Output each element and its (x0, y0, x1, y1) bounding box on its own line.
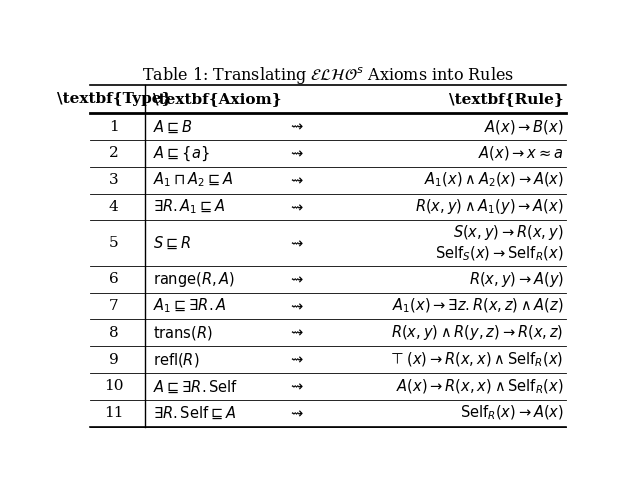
Text: 2: 2 (109, 147, 118, 160)
Text: $\mathsf{trans}(R)$: $\mathsf{trans}(R)$ (154, 324, 213, 342)
Text: 10: 10 (104, 379, 124, 393)
Text: $\leadsto$: $\leadsto$ (287, 236, 304, 250)
Text: $A \sqsubseteq \exists R.\mathsf{Self}$: $A \sqsubseteq \exists R.\mathsf{Self}$ (154, 378, 239, 394)
Text: 9: 9 (109, 353, 118, 367)
Text: $R(x,y) \wedge R(y,z) \rightarrow R(x,z)$: $R(x,y) \wedge R(y,z) \rightarrow R(x,z)… (392, 323, 564, 343)
Text: $\mathsf{refl}(R)$: $\mathsf{refl}(R)$ (154, 351, 200, 368)
Text: $\exists R.\mathsf{Self} \sqsubseteq A$: $\exists R.\mathsf{Self} \sqsubseteq A$ (154, 405, 237, 421)
Text: $\leadsto$: $\leadsto$ (287, 379, 304, 393)
Text: $A_1 \sqcap A_2 \sqsubseteq A$: $A_1 \sqcap A_2 \sqsubseteq A$ (154, 171, 234, 190)
Text: $S \sqsubseteq R$: $S \sqsubseteq R$ (154, 235, 191, 251)
Text: $A \sqsubseteq B$: $A \sqsubseteq B$ (154, 119, 193, 135)
Text: \textbf{Axiom}: \textbf{Axiom} (154, 92, 282, 106)
Text: $\leadsto$: $\leadsto$ (287, 147, 304, 160)
Text: 11: 11 (104, 406, 124, 420)
Text: $\leadsto$: $\leadsto$ (287, 326, 304, 340)
Text: $\leadsto$: $\leadsto$ (287, 200, 304, 214)
Text: 4: 4 (109, 200, 118, 214)
Text: $\exists R.A_1 \sqsubseteq A$: $\exists R.A_1 \sqsubseteq A$ (154, 197, 226, 216)
Text: \textbf{Type}: \textbf{Type} (56, 92, 171, 106)
Text: $A_1 \sqsubseteq \exists R.A$: $A_1 \sqsubseteq \exists R.A$ (154, 297, 227, 316)
Text: $\leadsto$: $\leadsto$ (287, 272, 304, 286)
Text: $A_1(x) \rightarrow \exists z.R(x,z) \wedge A(z)$: $A_1(x) \rightarrow \exists z.R(x,z) \we… (392, 297, 564, 315)
Text: 7: 7 (109, 299, 118, 313)
Text: $\mathsf{Self}_R(x) \rightarrow A(x)$: $\mathsf{Self}_R(x) \rightarrow A(x)$ (460, 404, 564, 422)
Text: $\leadsto$: $\leadsto$ (287, 353, 304, 367)
Text: 1: 1 (109, 120, 118, 134)
Text: $\leadsto$: $\leadsto$ (287, 120, 304, 134)
Text: $\leadsto$: $\leadsto$ (287, 406, 304, 420)
Text: $R(x,y) \wedge A_1(y) \rightarrow A(x)$: $R(x,y) \wedge A_1(y) \rightarrow A(x)$ (415, 197, 564, 217)
Text: 5: 5 (109, 236, 118, 250)
Text: Table 1: Translating $\mathcal{ELHO}^s$ Axioms into Rules: Table 1: Translating $\mathcal{ELHO}^s$ … (142, 65, 514, 86)
Text: $A_1(x) \wedge A_2(x) \rightarrow A(x)$: $A_1(x) \wedge A_2(x) \rightarrow A(x)$ (424, 171, 564, 189)
Text: $A(x) \rightarrow R(x,x) \wedge \mathsf{Self}_R(x)$: $A(x) \rightarrow R(x,x) \wedge \mathsf{… (396, 377, 564, 395)
Text: $\leadsto$: $\leadsto$ (287, 173, 304, 187)
Text: $\top(x) \rightarrow R(x,x) \wedge \mathsf{Self}_R(x)$: $\top(x) \rightarrow R(x,x) \wedge \math… (388, 350, 564, 369)
Text: $\leadsto$: $\leadsto$ (287, 299, 304, 313)
Text: 6: 6 (109, 272, 118, 286)
Text: $R(x,y) \rightarrow A(y)$: $R(x,y) \rightarrow A(y)$ (468, 270, 564, 289)
Text: $S(x,y) \rightarrow R(x,y)$: $S(x,y) \rightarrow R(x,y)$ (453, 222, 564, 242)
Text: 8: 8 (109, 326, 118, 340)
Text: $\mathsf{range}(R, A)$: $\mathsf{range}(R, A)$ (154, 270, 236, 289)
Text: $A(x) \rightarrow x \approx a$: $A(x) \rightarrow x \approx a$ (478, 145, 564, 162)
Text: $A \sqsubseteq \{a\}$: $A \sqsubseteq \{a\}$ (154, 144, 210, 163)
Text: \textbf{Rule}: \textbf{Rule} (449, 92, 564, 106)
Text: $A(x) \rightarrow B(x)$: $A(x) \rightarrow B(x)$ (484, 118, 564, 136)
Text: $\mathsf{Self}_S(x) \rightarrow \mathsf{Self}_R(x)$: $\mathsf{Self}_S(x) \rightarrow \mathsf{… (435, 245, 564, 263)
Text: 3: 3 (109, 173, 118, 187)
